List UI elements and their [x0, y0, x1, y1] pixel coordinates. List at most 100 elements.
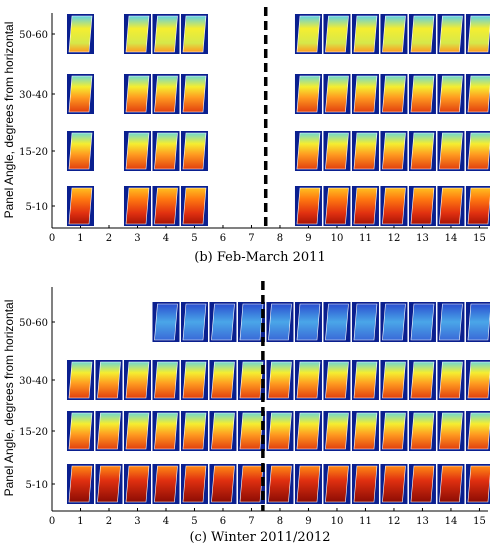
solar-panel — [439, 132, 463, 170]
x-tick-label: 12 — [388, 516, 401, 527]
solar-panel — [325, 303, 349, 341]
solar-panel — [439, 412, 463, 450]
panel-thumbnail — [66, 74, 94, 114]
panel-thumbnail — [95, 411, 123, 451]
x-tick-label: 10 — [331, 516, 344, 527]
panel-thumbnail — [66, 186, 94, 226]
solar-panel — [325, 361, 349, 399]
panel-thumbnail — [323, 360, 351, 400]
solar-panel — [325, 132, 349, 170]
solar-panel — [154, 412, 178, 450]
solar-panel — [68, 132, 93, 170]
panel-thumbnail — [237, 411, 265, 451]
solar-panel — [97, 361, 121, 399]
panel-thumbnail — [408, 411, 436, 451]
panel-thumbnail — [465, 302, 490, 342]
panel-thumbnail — [266, 302, 294, 342]
solar-panel — [68, 465, 93, 503]
panel-thumbnail — [380, 464, 408, 504]
panel-thumbnail — [123, 411, 151, 451]
x-tick-label: 4 — [163, 516, 169, 527]
panel-thumbnail — [294, 411, 322, 451]
panel-thumbnail — [380, 360, 408, 400]
solar-panel — [382, 465, 406, 503]
x-tick-label: 4 — [163, 233, 169, 244]
panel-thumbnail — [408, 74, 436, 114]
y-axis-label: Panel Angle, degrees from horizontal — [2, 22, 16, 219]
panel-thumbnail — [123, 186, 151, 226]
solar-panel — [268, 303, 292, 341]
solar-panel — [68, 412, 93, 450]
panel-thumbnail — [152, 360, 180, 400]
solar-panel — [125, 75, 150, 113]
row-label: 15-20 — [19, 427, 48, 438]
panel-thumbnail — [437, 411, 465, 451]
panel-thumbnail — [351, 131, 379, 171]
panel-thumbnail — [152, 464, 180, 504]
solar-panel — [154, 465, 178, 503]
solar-panel — [97, 412, 121, 450]
panel-thumbnail — [465, 360, 490, 400]
row-label: 15-20 — [19, 147, 48, 158]
panel-thumbnail — [408, 131, 436, 171]
x-tick-label: 10 — [331, 233, 344, 244]
solar-panel — [68, 15, 93, 53]
panel-thumbnail — [123, 74, 151, 114]
panel-thumbnail — [294, 360, 322, 400]
x-tick-label: 11 — [359, 516, 372, 527]
solar-panel — [154, 132, 178, 170]
panel-thumbnail — [123, 464, 151, 504]
solar-panel — [439, 15, 463, 53]
panel-thumbnail — [351, 411, 379, 451]
panel-thumbnail — [123, 14, 151, 54]
solar-panel — [182, 15, 207, 53]
panel-thumbnail — [209, 411, 237, 451]
panel-thumbnail — [465, 186, 490, 226]
x-tick-label: 2 — [106, 233, 112, 244]
panel-thumbnail — [180, 74, 208, 114]
x-tick-label: 1 — [77, 516, 83, 527]
x-tick-label: 6 — [220, 233, 226, 244]
panel-thumbnail — [437, 74, 465, 114]
row-label: 30-40 — [19, 90, 48, 101]
x-tick-label: 13 — [416, 516, 429, 527]
panel-thumbnail — [180, 464, 208, 504]
x-tick-label: 15 — [473, 233, 486, 244]
solar-panel — [467, 465, 490, 503]
row-label: 5-10 — [26, 480, 48, 491]
solar-panel — [154, 75, 178, 113]
solar-panel — [382, 75, 406, 113]
panel-thumbnail — [351, 464, 379, 504]
solar-panel — [125, 15, 150, 53]
solar-panel — [353, 361, 378, 399]
solar-panel — [296, 303, 321, 341]
solar-panel — [239, 361, 264, 399]
solar-panel — [182, 465, 207, 503]
solar-panel — [325, 465, 349, 503]
solar-panel — [182, 303, 207, 341]
panel-thumbnail — [266, 464, 294, 504]
solar-panel — [68, 187, 93, 225]
panel-thumbnail — [437, 464, 465, 504]
panel-thumbnail — [408, 464, 436, 504]
panel-thumbnail — [152, 131, 180, 171]
chart-c: 0 1 2 3 4 5 6 7 8 9 10 11 12 13 14 1550-6030-4015-205-1… — [2, 281, 490, 545]
x-tick-label: 13 — [416, 233, 429, 244]
panel-thumbnail — [180, 360, 208, 400]
solar-panel — [439, 361, 463, 399]
solar-panel — [125, 361, 150, 399]
panel-thumbnail — [180, 131, 208, 171]
panel-thumbnail — [66, 360, 94, 400]
solar-panel — [467, 15, 490, 53]
panel-thumbnail — [437, 186, 465, 226]
panel-thumbnail — [152, 186, 180, 226]
solar-panel — [467, 412, 490, 450]
panel-thumbnail — [237, 302, 265, 342]
panel-thumbnail — [180, 186, 208, 226]
solar-panel — [154, 15, 178, 53]
solar-panel — [296, 75, 321, 113]
solar-panel — [410, 75, 435, 113]
panel-thumbnail — [323, 411, 351, 451]
caption: (c) Winter 2011/2012 — [189, 530, 330, 545]
